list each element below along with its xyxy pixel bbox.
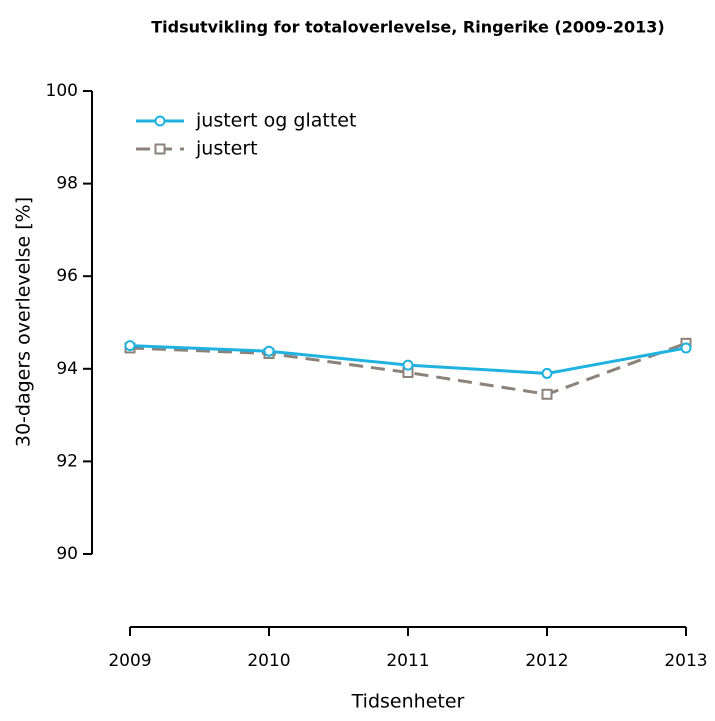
data-point [402,359,414,371]
y-tick-label: 100 [46,81,78,101]
chart-title: Tidsutvikling for totaloverlevelse, Ring… [151,18,664,37]
y-tick-label: 90 [56,544,78,564]
legend-label: justert [195,138,258,160]
legend-marker [154,115,166,127]
legend-label: justert og glattet [195,110,356,132]
x-tick-label: 2011 [386,651,429,671]
x-tick-label: 2012 [525,651,568,671]
y-tick-label: 94 [56,359,78,379]
x-tick-label: 2013 [664,651,707,671]
data-point [680,342,692,354]
y-tick-label: 98 [56,174,78,194]
data-point [263,345,275,357]
data-point [541,367,553,379]
series-line [129,341,687,396]
legend-marker [154,143,166,155]
data-point [124,340,136,352]
data-point [541,388,553,400]
x-axis-label: Tidsenheter [351,691,465,713]
y-tick-label: 92 [56,451,78,471]
x-tick-label: 2010 [247,651,290,671]
x-tick-label: 2009 [108,651,151,671]
y-tick-label: 96 [56,266,78,286]
y-axis-label: 30-dagers overlevelse [%] [13,197,35,447]
